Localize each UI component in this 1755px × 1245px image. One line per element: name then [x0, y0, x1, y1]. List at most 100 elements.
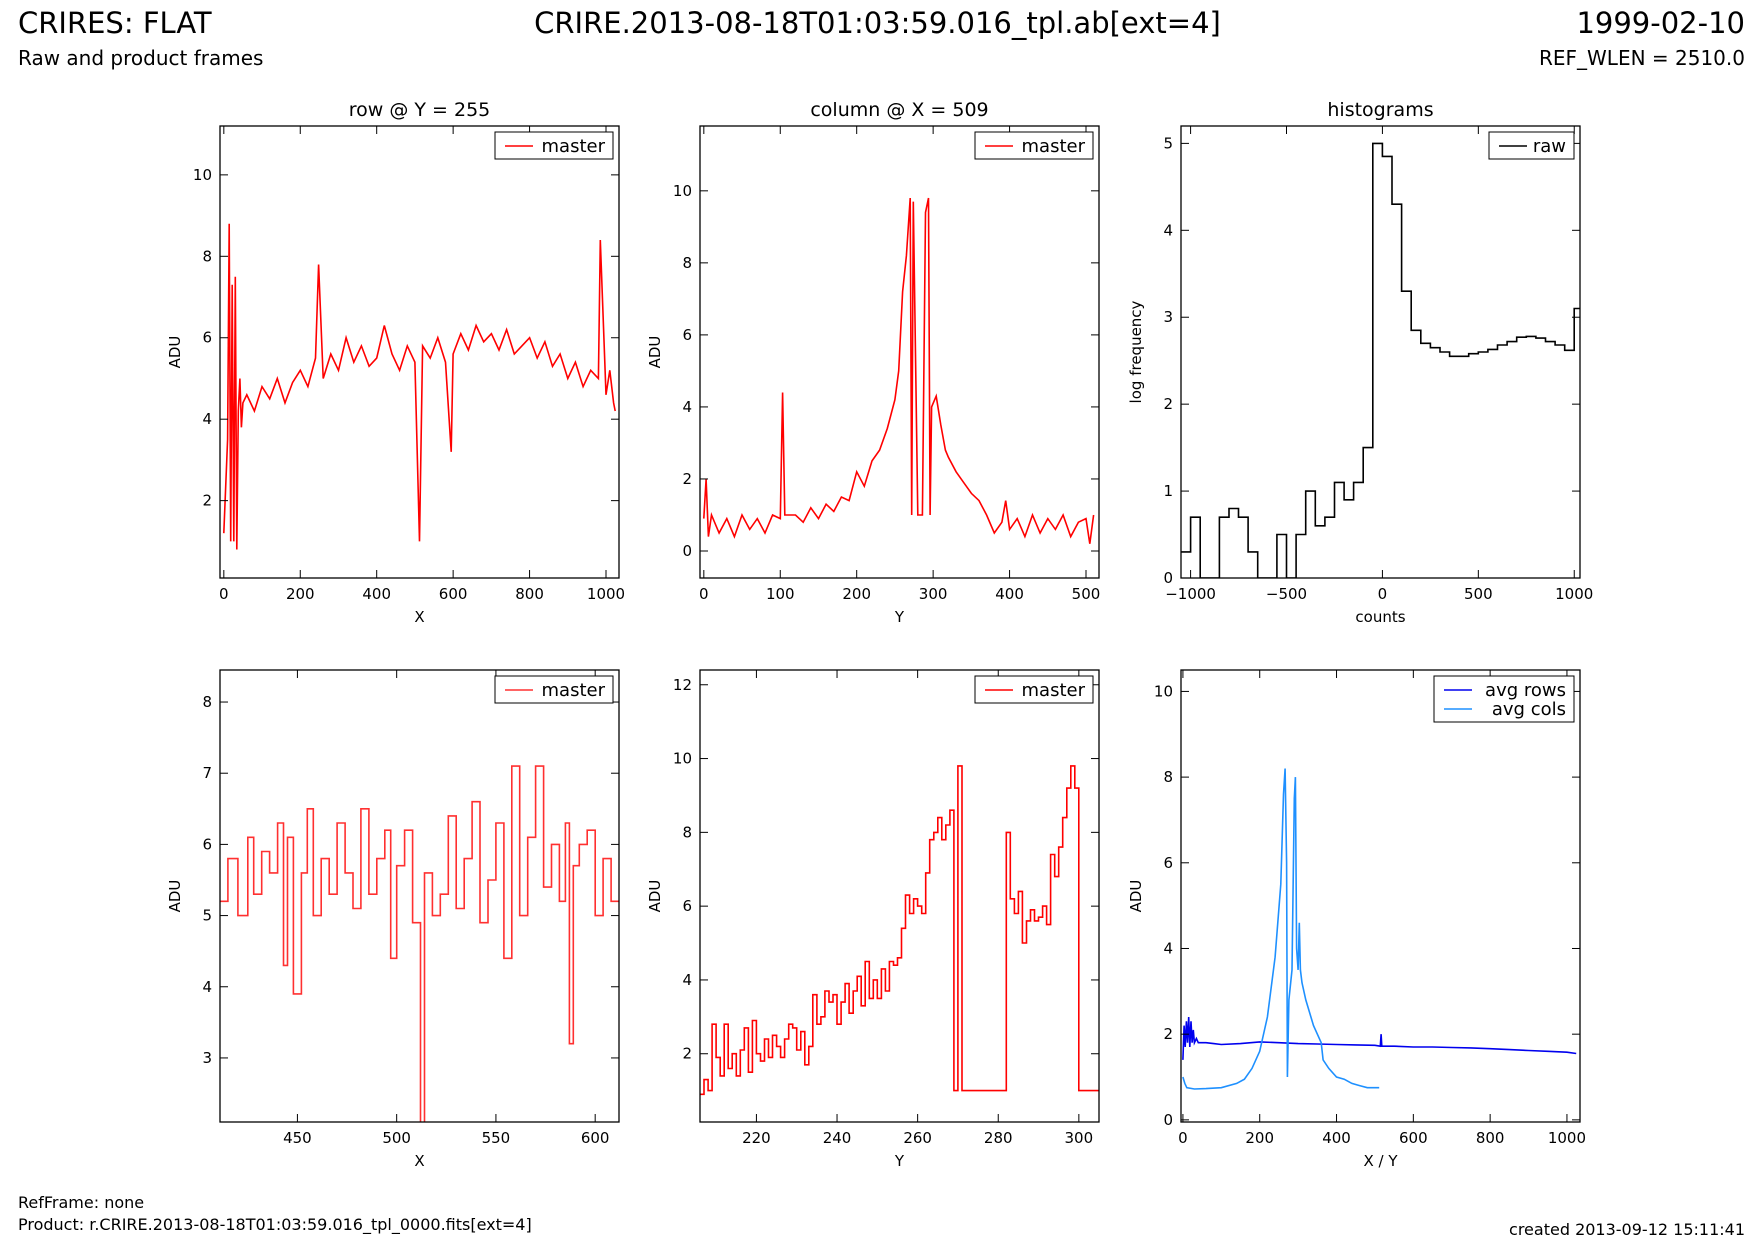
- chart-title: histograms: [1327, 99, 1433, 121]
- series-line-col-zoom-0: [700, 765, 1099, 1096]
- x-tick-label: 200: [842, 585, 871, 603]
- y-tick-label: 10: [193, 166, 212, 184]
- y-axis-label: ADU: [646, 880, 664, 913]
- chart-title: column @ X = 509: [810, 99, 988, 121]
- y-tick-label: 10: [1154, 682, 1173, 700]
- legend-label: master: [542, 136, 606, 157]
- y-tick-label: 4: [202, 410, 212, 428]
- chart-row: 0 200 400 600 800 1000 2 4 6 8 10 row @ Y = 255 X ADU…: [166, 99, 625, 626]
- legend-label: raw: [1533, 136, 1566, 157]
- y-tick-label: 3: [1163, 308, 1173, 326]
- y-tick-label: 10: [673, 182, 692, 200]
- series-line-hist-0: [1181, 142, 1580, 578]
- y-tick-label: 0: [1163, 1111, 1173, 1129]
- y-tick-label: 6: [202, 835, 212, 853]
- x-tick-label: 220: [742, 1129, 771, 1147]
- x-tick-label: 600: [581, 1129, 610, 1147]
- legend-label: avg rows: [1485, 680, 1566, 701]
- y-tick-label: 10: [673, 750, 692, 768]
- chart-hist: −1000 −500 0 500 1000 0 1 2 3 4 5 histograms counts l…: [1127, 99, 1593, 626]
- y-tick-label: 3: [202, 1049, 212, 1067]
- x-tick-label: 500: [1464, 585, 1493, 603]
- x-tick-label: 300: [919, 585, 948, 603]
- legend-label: avg cols: [1492, 699, 1566, 720]
- series-line-row-zoom-0: [220, 765, 619, 1122]
- y-tick-label: 6: [682, 326, 692, 344]
- x-axis-label: counts: [1355, 608, 1405, 626]
- chart-row-zoom: 450 500 550 600 3 4 5 6 7 8 X ADU master: [166, 669, 620, 1170]
- x-tick-label: 1000: [1548, 1129, 1586, 1147]
- series-line-col-0: [703, 197, 1095, 544]
- x-axis-label: X: [414, 1152, 424, 1170]
- x-tick-label: 400: [1322, 1129, 1351, 1147]
- x-tick-label: 800: [1476, 1129, 1505, 1147]
- y-tick-label: 5: [202, 907, 212, 925]
- plot-frame: [699, 125, 1100, 579]
- legend-label: master: [1022, 680, 1086, 701]
- y-tick-label: 4: [1163, 939, 1173, 957]
- y-tick-label: 2: [682, 1045, 692, 1063]
- y-tick-label: 2: [682, 470, 692, 488]
- y-tick-label: 6: [202, 329, 212, 347]
- y-axis-label: ADU: [646, 336, 664, 369]
- x-tick-label: 500: [382, 1129, 411, 1147]
- x-tick-label: 1000: [1555, 585, 1593, 603]
- y-tick-label: 8: [1163, 768, 1173, 786]
- refframe-label: RefFrame: none: [18, 1193, 145, 1212]
- y-tick-label: 7: [202, 764, 212, 782]
- y-axis-label: log frequency: [1127, 300, 1145, 403]
- legend-label: master: [1022, 136, 1086, 157]
- x-tick-label: 400: [995, 585, 1024, 603]
- y-tick-label: 2: [1163, 1025, 1173, 1043]
- y-tick-label: 5: [1163, 134, 1173, 152]
- x-tick-label: 200: [1245, 1129, 1274, 1147]
- x-tick-label: 260: [903, 1129, 932, 1147]
- y-tick-label: 8: [202, 693, 212, 711]
- page-title: CRIRES: FLAT: [18, 6, 212, 40]
- x-tick-label: 1000: [587, 585, 625, 603]
- x-tick-label: 800: [515, 585, 544, 603]
- plot-frame: [1180, 125, 1581, 579]
- x-tick-label: 600: [439, 585, 468, 603]
- series-line-avg-0: [1182, 1016, 1577, 1060]
- y-tick-label: 8: [202, 247, 212, 265]
- chart-title: row @ Y = 255: [349, 99, 491, 121]
- y-tick-label: 0: [1163, 569, 1173, 587]
- x-tick-label: 240: [823, 1129, 852, 1147]
- x-axis-label: X: [414, 608, 424, 626]
- x-tick-label: −500: [1266, 585, 1307, 603]
- y-tick-label: 4: [1163, 221, 1173, 239]
- y-tick-label: 6: [1163, 854, 1173, 872]
- plot-frame: [699, 669, 1100, 1123]
- chart-col-zoom: 220 240 260 280 300 2 4 6 8 10 12 Y ADU master: [646, 669, 1100, 1170]
- chart-avg: 0 200 400 600 800 1000 0 2 4 6 8 10 X / Y ADU avg rows…: [1127, 669, 1586, 1170]
- x-tick-label: 500: [1072, 585, 1101, 603]
- legend-box: [1433, 675, 1575, 723]
- ref-wlen-label: REF_WLEN = 2510.0: [1538, 46, 1745, 70]
- x-tick-label: 200: [286, 585, 315, 603]
- y-tick-label: 8: [682, 254, 692, 272]
- legend-label: master: [542, 680, 606, 701]
- y-tick-label: 2: [202, 492, 212, 510]
- x-tick-label: 450: [283, 1129, 312, 1147]
- y-tick-label: 12: [673, 676, 692, 694]
- series-line-row-0: [223, 223, 616, 550]
- x-tick-label: 0: [219, 585, 229, 603]
- y-tick-label: 2: [1163, 395, 1173, 413]
- x-axis-label: Y: [894, 608, 905, 626]
- x-tick-label: 0: [1378, 585, 1388, 603]
- created-label: created 2013-09-12 15:11:41: [1509, 1220, 1745, 1239]
- x-axis-label: X / Y: [1363, 1152, 1398, 1170]
- y-tick-label: 4: [682, 398, 692, 416]
- y-tick-label: 8: [682, 823, 692, 841]
- x-axis-label: Y: [894, 1152, 905, 1170]
- y-axis-label: ADU: [166, 336, 184, 369]
- x-tick-label: 400: [362, 585, 391, 603]
- plot-frame: [1180, 669, 1581, 1123]
- date-label: 1999-02-10: [1576, 6, 1745, 40]
- chart-col: 0 100 200 300 400 500 0 2 4 6 8 10 column @ X = 509 Y…: [646, 99, 1100, 626]
- x-tick-label: 0: [699, 585, 709, 603]
- series-line-avg-1: [1182, 768, 1380, 1090]
- y-tick-label: 0: [682, 542, 692, 560]
